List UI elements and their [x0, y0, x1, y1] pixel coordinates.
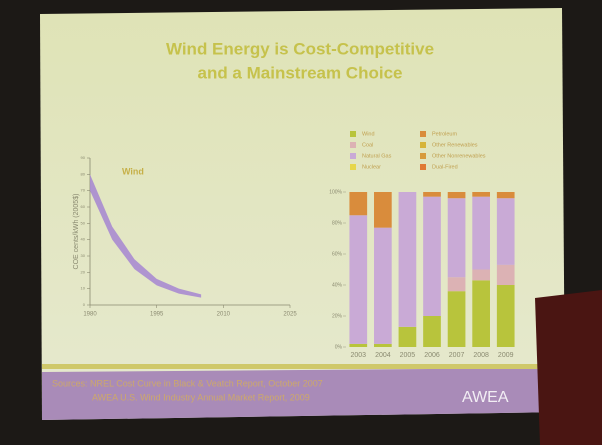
legend-label: Coal — [362, 142, 373, 148]
bar-segment — [472, 197, 490, 270]
legend-label: Wind — [362, 131, 375, 137]
legend-swatch — [420, 142, 426, 148]
bar-segment — [497, 265, 515, 285]
y-tick-label: 20% — [332, 313, 343, 319]
y-tick-label: 0% — [335, 344, 343, 350]
bar-segment — [374, 344, 392, 347]
bar-segment — [472, 192, 490, 197]
bar-segment — [349, 344, 367, 347]
bar-segment — [448, 291, 466, 347]
legend-label: Petroleum — [432, 131, 457, 137]
bar-segment — [423, 316, 441, 347]
y-tick-label: 80% — [332, 220, 343, 226]
y-tick-label: 40% — [332, 282, 343, 288]
bar-segment — [472, 270, 490, 281]
x-tick-label: 2005 — [400, 352, 416, 359]
x-tick-label: 1980 — [83, 312, 97, 318]
x-tick-label: 2003 — [350, 352, 366, 359]
x-tick-label: 2007 — [449, 352, 465, 359]
y-axis-label: COE cents/kWh (2005$) — [73, 194, 80, 270]
source-line: Sources: NREL Cost Curve in Black & Veat… — [52, 378, 323, 388]
title-line: and a Mainstream Choice — [197, 63, 402, 82]
legend-label: Nuclear — [362, 164, 381, 170]
bar-segment — [448, 198, 466, 277]
legend-swatch — [420, 153, 426, 159]
footer-rule — [42, 364, 565, 369]
bar-segment — [423, 192, 441, 197]
y-tick-label: 40 — [81, 237, 86, 242]
y-tick-label: 30 — [81, 253, 86, 258]
legend-swatch — [350, 153, 356, 159]
title-line: Wind Energy is Cost-Competitive — [166, 39, 434, 58]
bar-segment — [349, 215, 367, 344]
x-tick-label: 2009 — [498, 352, 514, 359]
x-tick-label: 2006 — [424, 352, 440, 359]
legend-swatch — [420, 131, 426, 137]
bar-segment — [399, 327, 417, 347]
y-tick-label: 80 — [81, 171, 86, 176]
x-tick-label: 2004 — [375, 352, 391, 359]
y-tick-label: 10 — [81, 286, 86, 291]
bar-segment — [497, 198, 515, 265]
bar-segment — [472, 280, 490, 347]
legend-label: Other Nonrenewables — [432, 153, 486, 159]
legend-swatch — [350, 142, 356, 148]
photo: Wind Energy is Cost-Competitive and a Ma… — [0, 0, 602, 445]
bar-segment — [349, 192, 367, 215]
logo: AWEA — [462, 389, 509, 406]
bar-segment — [374, 228, 392, 344]
x-tick-label: 2010 — [217, 312, 231, 318]
y-tick-label: 20 — [81, 269, 86, 274]
x-tick-label: 2008 — [473, 352, 489, 359]
legend-swatch — [420, 164, 426, 170]
bar-segment — [423, 197, 441, 316]
source-line: AWEA U.S. Wind Industry Annual Market Re… — [92, 392, 310, 402]
series-label: Wind — [122, 166, 144, 176]
y-tick-label: 100% — [329, 189, 342, 195]
y-tick-label: 90 — [81, 155, 86, 160]
legend-label: Natural Gas — [362, 153, 392, 159]
bar-segment — [374, 192, 392, 228]
legend-swatch — [350, 131, 356, 137]
x-tick-label: 2025 — [283, 312, 297, 318]
bar-segment — [497, 192, 515, 198]
legend-label: Dual-Fired — [432, 164, 458, 170]
legend-label: Other Renewables — [432, 142, 478, 148]
podium — [535, 290, 602, 445]
y-tick-label: 60 — [81, 204, 86, 209]
bar-segment — [448, 277, 466, 291]
y-tick-label: 50 — [81, 220, 86, 225]
y-tick-label: 60% — [332, 251, 343, 257]
y-tick-label: 70 — [81, 188, 86, 193]
bar-segment — [448, 192, 466, 198]
bar-segment — [497, 285, 515, 347]
bar-segment — [399, 192, 417, 327]
legend-swatch — [350, 164, 356, 170]
x-tick-label: 1995 — [150, 312, 164, 318]
